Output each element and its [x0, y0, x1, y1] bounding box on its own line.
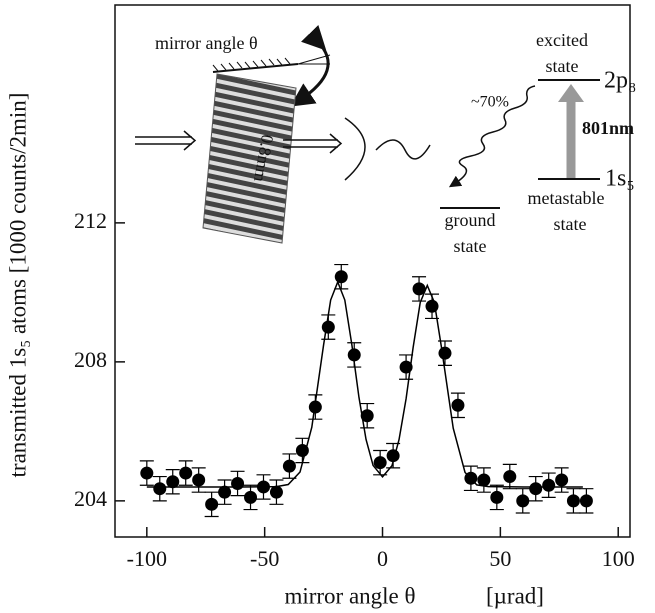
data-point: [347, 348, 361, 362]
data-point: [386, 449, 400, 463]
annotation: 801nm: [582, 118, 634, 138]
annotation: 2p₈: [604, 68, 636, 94]
data-point: [451, 398, 465, 412]
y-tick-label: 212: [74, 208, 107, 233]
data-point: [503, 470, 517, 484]
data-point: [205, 497, 219, 511]
data-point: [490, 490, 504, 504]
annotation: state: [546, 56, 579, 76]
data-point: [425, 299, 439, 313]
x-tick-label: -50: [250, 546, 279, 571]
data-point: [192, 473, 206, 487]
data-point: [269, 485, 283, 499]
data-point: [555, 473, 569, 487]
data-point: [140, 466, 154, 480]
data-point: [334, 270, 348, 284]
data-point: [373, 456, 387, 470]
data-point: [542, 478, 556, 492]
fit-line: [146, 279, 583, 488]
data-point: [321, 320, 335, 334]
data-point: [438, 346, 452, 360]
data-point: [412, 282, 426, 296]
annotation: metastable: [528, 188, 605, 208]
annotation: ~70%: [471, 94, 509, 111]
y-tick-label: 204: [74, 486, 107, 511]
annotation: state: [454, 236, 487, 256]
data-point: [477, 473, 491, 487]
annotation: ground: [445, 210, 496, 230]
x-tick-label: 0: [377, 546, 388, 571]
x-axis-label: mirror angle θ: [284, 583, 415, 608]
annotation: mirror angle θ: [155, 33, 258, 53]
plot-frame: [114, 4, 631, 538]
data-point: [179, 466, 193, 480]
data-point: [516, 494, 530, 508]
data-point: [360, 409, 374, 423]
data-point: [166, 475, 180, 489]
data-point: [282, 459, 296, 473]
data-point: [153, 482, 167, 496]
data-point: [244, 490, 258, 504]
x-tick-label: 100: [602, 546, 635, 571]
y-axis-label: transmitted 1s₅ atoms [1000 counts/2min]: [5, 93, 30, 478]
annotation: excited: [536, 30, 588, 50]
annotation: state: [554, 214, 587, 234]
data-point: [566, 494, 580, 508]
x-tick-label: 50: [489, 546, 511, 571]
data-point: [218, 485, 232, 499]
data-point: [579, 494, 593, 508]
y-tick-label: 208: [74, 347, 107, 372]
x-tick-label: -100: [127, 546, 167, 571]
data-point: [295, 443, 309, 457]
inset-diagram: [135, 25, 600, 244]
data-point: [231, 476, 245, 490]
annotation: 1s₅: [605, 166, 635, 192]
x-axis-unit: [µrad]: [486, 583, 544, 608]
data-point: [529, 482, 543, 496]
